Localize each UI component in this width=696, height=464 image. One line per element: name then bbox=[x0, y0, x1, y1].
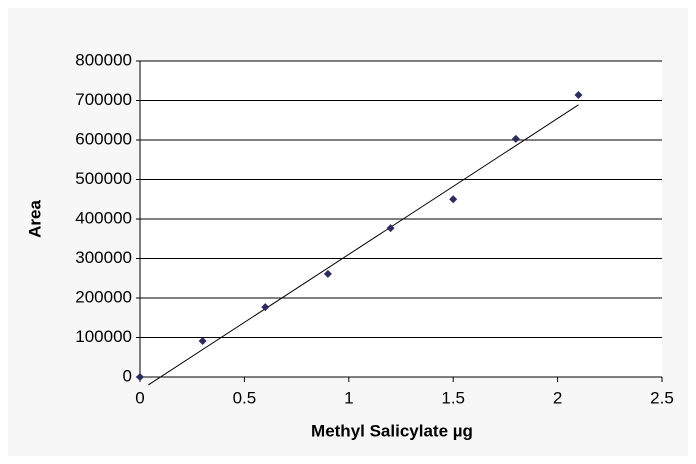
x-tick-label: 0.5 bbox=[233, 388, 257, 407]
point bbox=[386, 224, 395, 233]
y-axis-title: Area bbox=[25, 200, 44, 238]
y-tick-label: 700000 bbox=[75, 90, 132, 109]
x-axis-title: Methyl Salicylate µg bbox=[311, 421, 473, 440]
point bbox=[198, 337, 207, 346]
y-tick-label: 800000 bbox=[75, 50, 132, 69]
point bbox=[511, 134, 520, 143]
point bbox=[261, 303, 270, 312]
x-tick-label: 1.5 bbox=[441, 388, 465, 407]
point bbox=[574, 90, 583, 99]
point bbox=[136, 373, 144, 381]
y-tick-label: 400000 bbox=[75, 208, 132, 227]
x-tick-label: 2 bbox=[553, 388, 562, 407]
y-tick-label: 300000 bbox=[75, 248, 132, 267]
y-tick-label: 0 bbox=[123, 366, 132, 385]
y-tick-label: 100000 bbox=[75, 327, 132, 346]
x-tick-label: 2.5 bbox=[650, 388, 674, 407]
y-tick-label: 600000 bbox=[75, 129, 132, 148]
y-tick-label: 200000 bbox=[75, 287, 132, 306]
point bbox=[323, 269, 332, 278]
y-tick-label: 500000 bbox=[75, 169, 132, 188]
trend-line bbox=[148, 104, 579, 386]
x-tick-label: 1 bbox=[344, 388, 353, 407]
x-tick-label: 0 bbox=[135, 388, 144, 407]
point bbox=[449, 195, 458, 204]
